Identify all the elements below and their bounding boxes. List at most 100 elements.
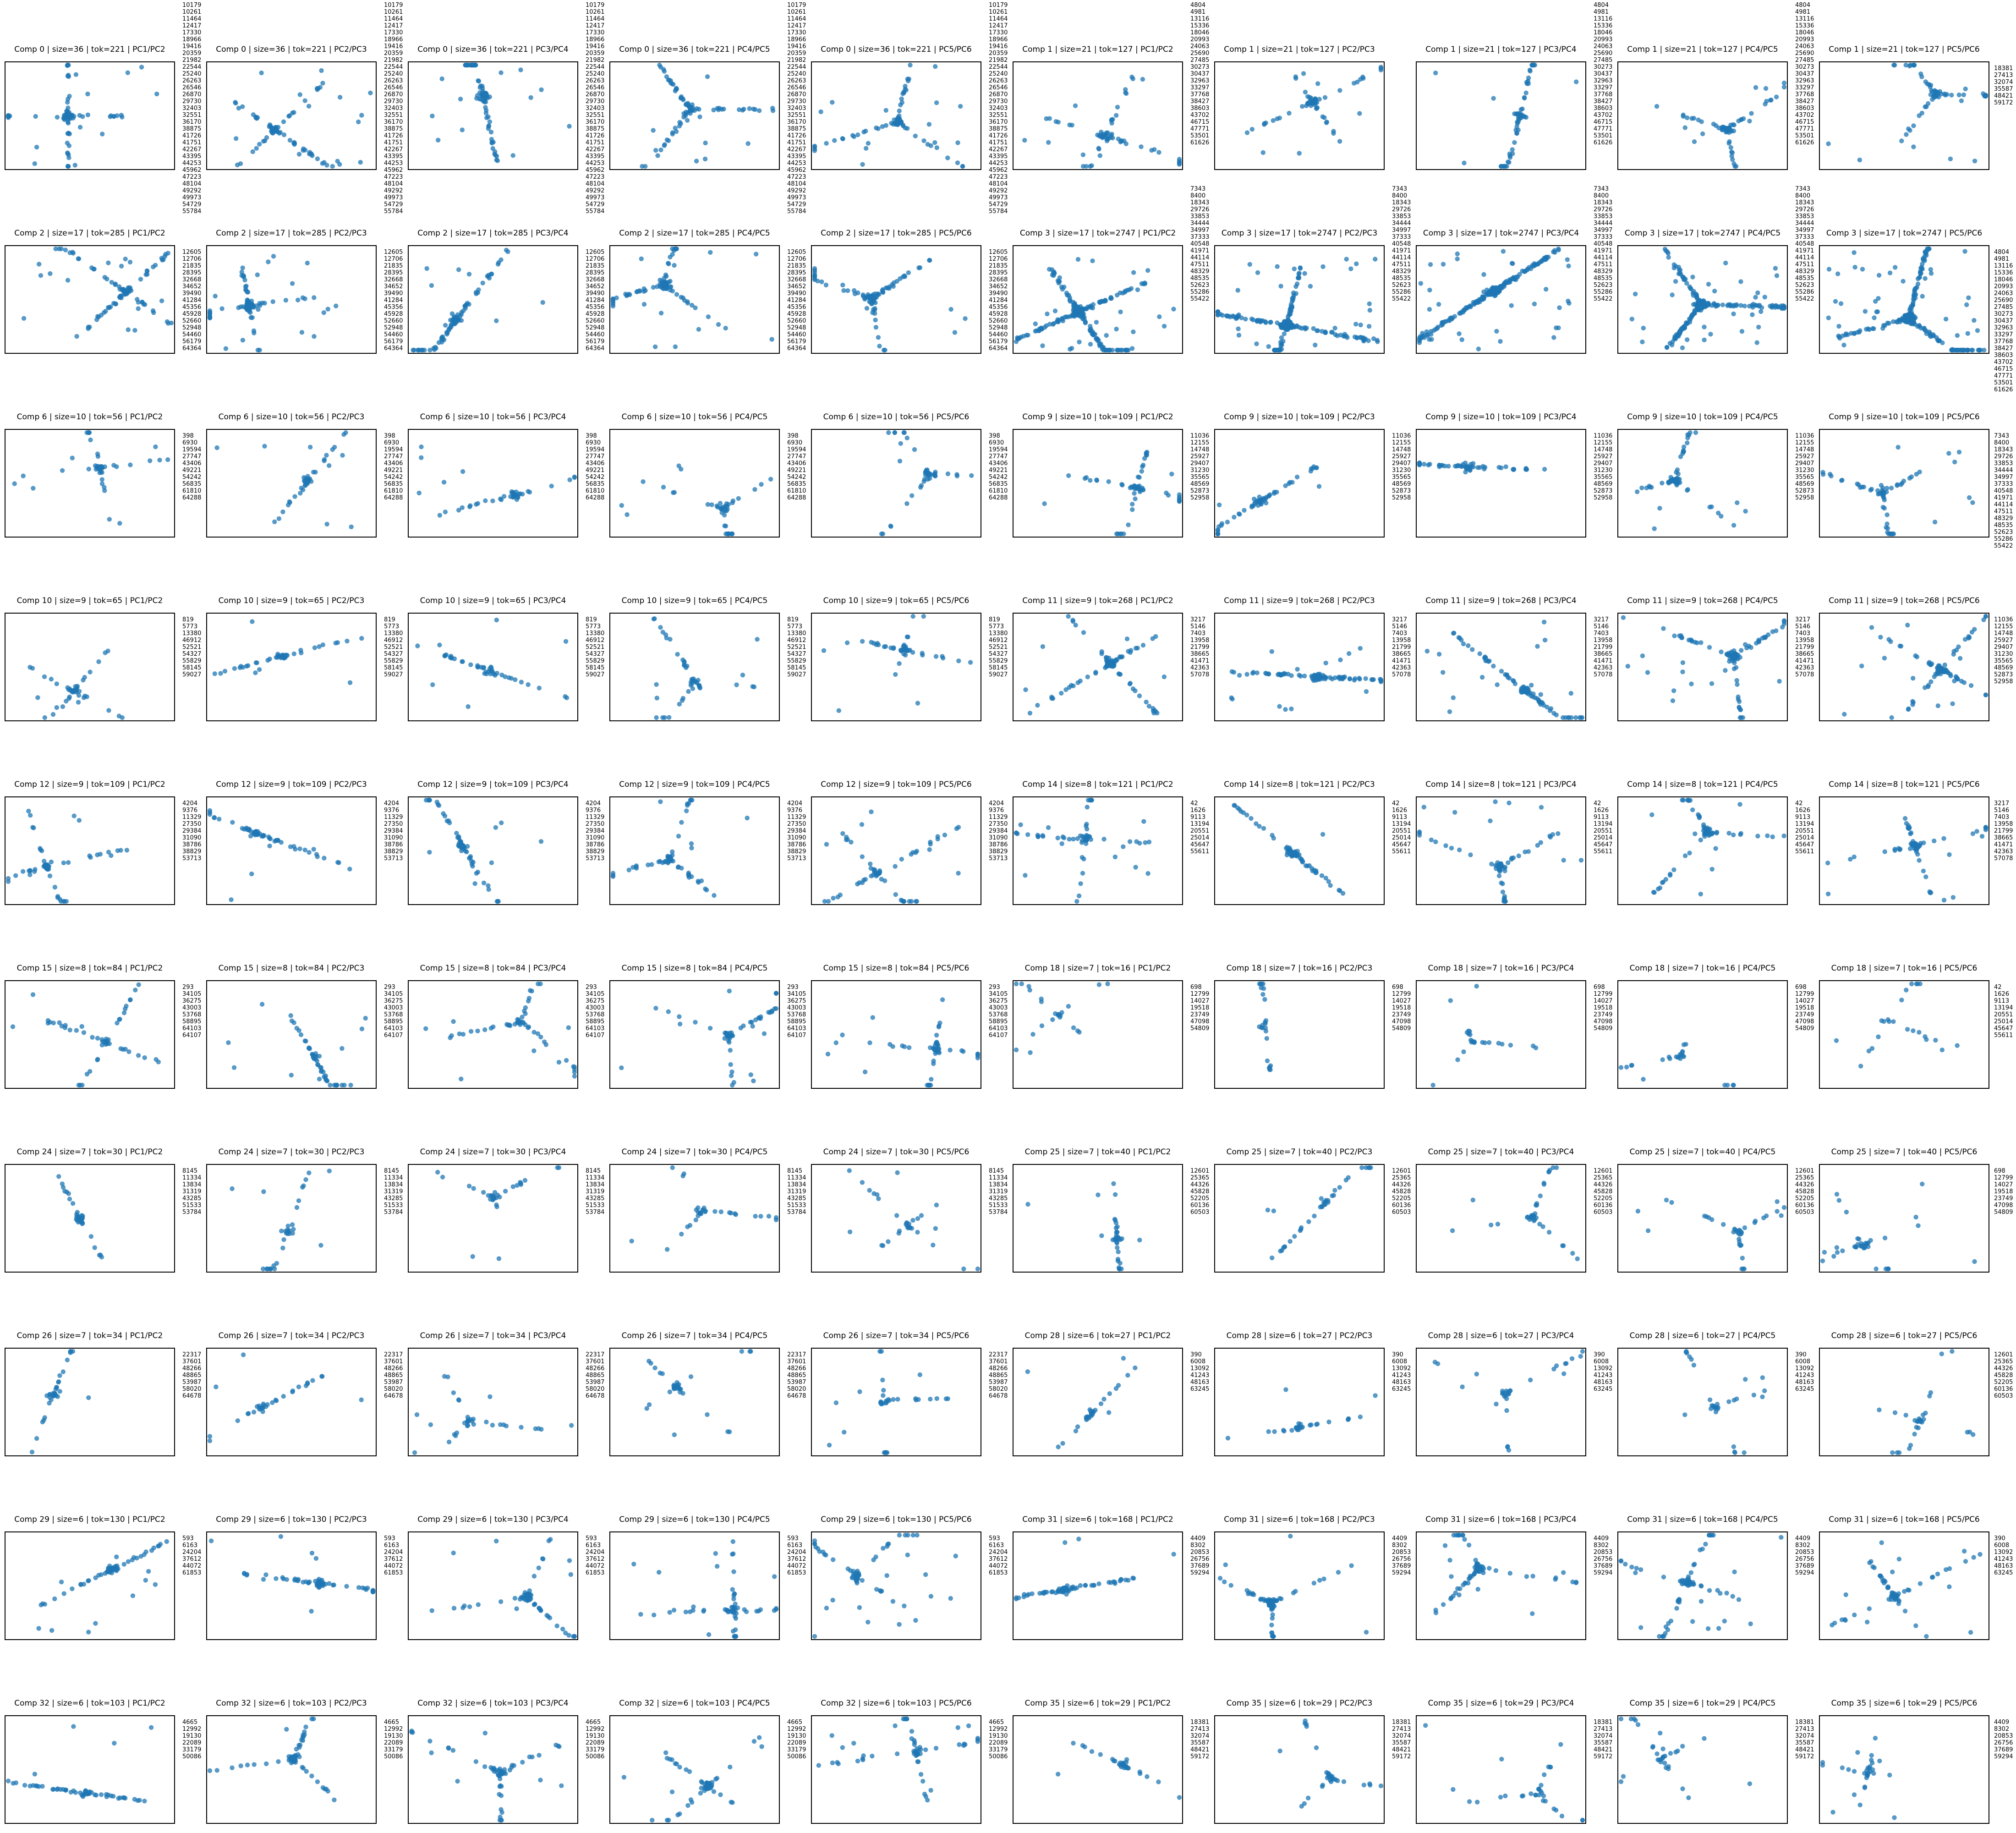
scatter-point: [490, 498, 495, 504]
scatter-point: [882, 878, 887, 884]
scatter-point: [1338, 657, 1343, 663]
scatter-point: [1948, 156, 1953, 161]
scatter-point: [1118, 654, 1123, 659]
scatter-point: [686, 872, 691, 877]
scatter-point: [1071, 836, 1076, 842]
scatter-point: [1912, 294, 1917, 299]
scatter-point: [359, 636, 364, 641]
scatter-point: [1109, 121, 1114, 126]
scatter-point: [689, 841, 694, 846]
scatter-point: [1892, 62, 1897, 68]
scatter-point: [1074, 307, 1079, 312]
scatter-point: [1040, 644, 1046, 649]
scatter-point: [948, 307, 953, 312]
scatter-point: [1769, 98, 1774, 103]
scatter-point: [1640, 653, 1645, 659]
scatter-point: [266, 834, 271, 840]
scatter-panel: [1617, 613, 1788, 721]
scatter-point: [26, 808, 31, 814]
scatter-point: [1515, 121, 1520, 126]
scatter-point: [115, 1021, 120, 1026]
scatter-point: [416, 347, 421, 353]
scatter-panel: [609, 980, 780, 1089]
scatter-point: [1523, 849, 1528, 855]
scatter-point: [1711, 301, 1717, 306]
scatter-point: [921, 614, 926, 619]
scatter-point: [484, 115, 489, 121]
scatter-point: [926, 122, 932, 127]
scatter-point: [1135, 474, 1141, 479]
scatter-point: [1117, 671, 1122, 677]
scatter-point: [1689, 116, 1694, 121]
token-id-list: 7343 8400 18343 29726 33853 34444 34997 …: [1392, 186, 1411, 302]
scatter-point: [1077, 340, 1082, 345]
scatter-point: [79, 1024, 84, 1029]
token-id-list: 4204 9376 11329 27350 29384 31090 38786 …: [787, 800, 806, 862]
scatter-panel: [609, 429, 780, 538]
scatter-point: [880, 124, 885, 129]
scatter-panel: [609, 796, 780, 905]
scatter-panel: [1214, 245, 1385, 354]
scatter-point: [1126, 522, 1131, 527]
scatter-point: [1169, 472, 1174, 477]
scatter-point: [1942, 91, 1947, 96]
scatter-point: [1436, 302, 1441, 307]
scatter-point: [106, 708, 111, 713]
scatter-point: [928, 1045, 933, 1050]
scatter-point: [1676, 271, 1682, 276]
panel-title: Comp 6 | size=10 | tok=56 | PC3/PC4: [420, 412, 566, 422]
scatter-point: [1731, 666, 1737, 671]
scatter-point: [1130, 507, 1135, 512]
scatter-point: [136, 1053, 141, 1058]
scatter-point: [1477, 651, 1482, 656]
scatter-point: [1912, 841, 1917, 846]
scatter-point: [1907, 476, 1912, 481]
scatter-point: [1904, 821, 1909, 826]
panel-title: Comp 14 | size=8 | tok=121 | PC4/PC5: [1627, 780, 1778, 789]
scatter-point: [1024, 333, 1029, 338]
scatter-point: [314, 86, 320, 91]
scatter-point: [1093, 670, 1098, 675]
scatter-plot: [1826, 62, 1989, 164]
scatter-point: [1569, 715, 1574, 720]
scatter-panel: [408, 245, 578, 354]
scatter-point: [1568, 691, 1573, 696]
scatter-point: [54, 681, 59, 686]
scatter-point: [1332, 325, 1337, 331]
scatter-point: [662, 143, 667, 148]
scatter-point: [864, 306, 870, 311]
scatter-point: [1922, 685, 1928, 690]
scatter-point: [1547, 834, 1552, 839]
scatter-point: [257, 142, 262, 147]
scatter-point: [1271, 491, 1277, 496]
scatter-point: [67, 1027, 72, 1032]
scatter-point: [1509, 303, 1514, 308]
token-id-list: 398 6930 19594 27747 43406 49221 54242 5…: [586, 433, 605, 501]
scatter-point: [1279, 335, 1284, 340]
scatter-point: [676, 834, 681, 839]
scatter-point: [1908, 830, 1914, 835]
scatter-point: [1053, 119, 1058, 124]
scatter-point: [1427, 287, 1432, 293]
scatter-plot: [423, 981, 577, 1081]
scatter-point: [95, 852, 100, 857]
scatter-point: [242, 277, 247, 283]
scatter-point: [334, 1082, 340, 1088]
scatter-point: [292, 142, 297, 147]
scatter-point: [841, 288, 846, 293]
scatter-point: [661, 280, 666, 285]
scatter-point: [1671, 477, 1676, 483]
scatter-point: [104, 1038, 110, 1043]
scatter-point: [1216, 502, 1222, 507]
scatter-point: [1060, 286, 1065, 292]
scatter-point: [65, 150, 70, 155]
scatter-point: [1114, 531, 1119, 537]
scatter-point: [1507, 801, 1512, 806]
scatter-point: [1455, 256, 1460, 262]
scatter-point: [694, 159, 699, 164]
scatter-point: [1912, 288, 1917, 294]
scatter-point: [1737, 715, 1743, 720]
scatter-point: [1524, 467, 1529, 472]
scatter-point: [1950, 701, 1955, 706]
scatter-point: [88, 1069, 93, 1074]
